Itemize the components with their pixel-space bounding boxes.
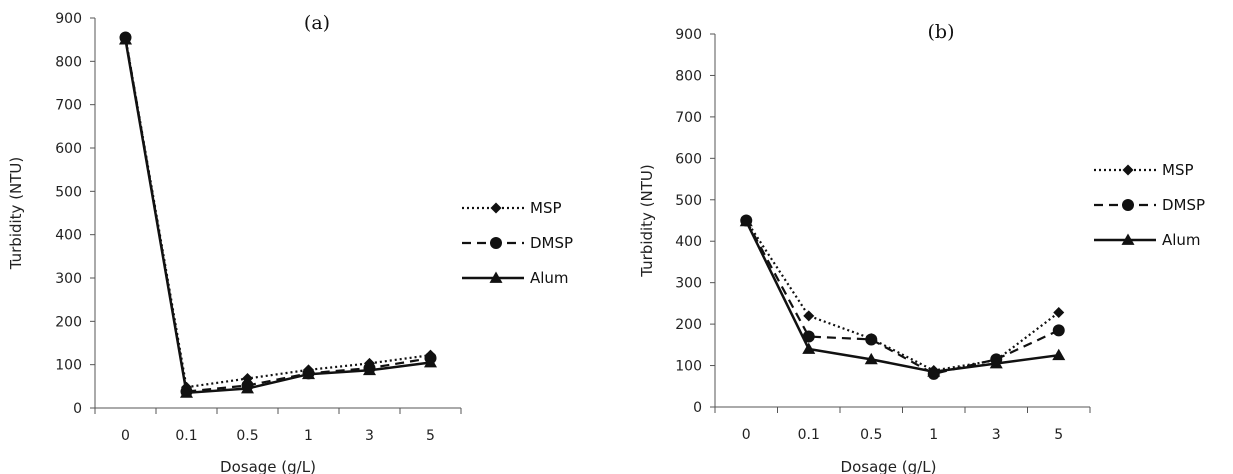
chart-a-y-tick-label: 300	[55, 271, 82, 287]
chart-a-x-tick-label: 3	[365, 428, 374, 444]
chart-b-x-axis-title: Dosage (g/L)	[841, 458, 937, 474]
chart-a-x-tick-label: 5	[426, 428, 435, 444]
chart-b-legend-dmsp-marker	[1122, 199, 1134, 211]
chart-a-series-alum-point	[119, 33, 132, 45]
chart-a-series-dmsp-line	[124, 37, 431, 393]
chart-b-y-tick-label: 700	[675, 110, 702, 126]
chart-b-series-alum-point	[864, 352, 878, 365]
chart-b-series-alum-point	[739, 214, 753, 227]
chart-b-series-dmsp-point	[802, 330, 815, 343]
chart-a-y-tick-label: 600	[55, 141, 82, 157]
chart-a-y-tick-label: 200	[55, 314, 82, 330]
chart-a-series-msp-line	[124, 37, 431, 389]
chart-b-y-tick-label: 800	[675, 68, 702, 84]
chart-b-x-tick-label: 0.1	[798, 427, 820, 443]
chart-a-x-tick-label: 1	[304, 428, 313, 444]
chart-a-legend-msp-label: MSP	[530, 199, 562, 217]
chart-a-legend-msp-marker	[490, 202, 502, 214]
chart-a-x-tick-label: 0	[121, 428, 130, 444]
chart-panel-a: 0 100 200 300 400 500 600 700 800 900 0 0.1 0.5 1 3 5 Do…	[0, 0, 616, 474]
chart-a-y-tick-label: 400	[55, 228, 82, 244]
chart-b-y-tick-label: 900	[675, 27, 702, 43]
chart-a-series-alum-point	[241, 382, 254, 394]
chart-a-y-tick-label: 700	[55, 98, 82, 114]
chart-b-y-tick-label: 300	[675, 276, 702, 292]
chart-b-y-tick-label: 400	[675, 234, 702, 250]
chart-b-series-alum-line	[745, 220, 1059, 374]
chart-b-y-tick-label: 200	[675, 317, 702, 333]
chart-b-series-alum-point	[989, 356, 1003, 369]
chart-a-y-tick-label: 500	[55, 184, 82, 200]
chart-b-legend-dmsp-label: DMSP	[1162, 196, 1205, 214]
chart-a-series-alum-line	[124, 39, 431, 395]
chart-b-x-tick-label: 0.5	[860, 427, 882, 443]
chart-a-y-axis-title: Turbidity (NTU)	[7, 157, 25, 271]
chart-b-series-alum-point	[802, 342, 816, 354]
chart-b-y-tick-label: 100	[675, 359, 702, 375]
chart-a-y-tick-label: 100	[55, 358, 82, 374]
chart-a-legend-dmsp-marker	[490, 237, 502, 249]
chart-b-y-tick-label: 500	[675, 193, 702, 209]
chart-b-x-tick-label: 1	[929, 427, 938, 443]
chart-b-y-tick-label: 0	[693, 400, 702, 416]
chart-b-series-alum-point	[1052, 348, 1066, 361]
chart-a-x-tick-label: 0.5	[236, 428, 258, 444]
chart-b-y-axis-title: Turbidity (NTU)	[638, 164, 656, 278]
chart-a-series-alum-point	[363, 363, 376, 376]
chart-a-series-alum-point	[180, 386, 193, 398]
chart-b-series-msp-point	[803, 310, 815, 322]
chart-b-series-msp-line	[745, 219, 1060, 372]
chart-b-y-tick-label: 600	[675, 151, 702, 167]
chart-b-x-tick-label: 0	[742, 427, 751, 443]
chart-a-y-tick-label: 900	[55, 11, 82, 27]
chart-b-x-tick-label: 3	[992, 427, 1001, 443]
chart-a-series-alum-point	[302, 367, 315, 380]
chart-a-x-axis-title: Dosage (g/L)	[220, 458, 316, 474]
chart-a-svg: 0 100 200 300 400 500 600 700 800 900 0 0.1 0.5 1 3 5 Do…	[7, 11, 573, 474]
chart-panel-b: 0 100 200 300 400 500 600 700 800 900 0 0.1 0.5 1 3 5 Do…	[616, 0, 1233, 474]
chart-a-legend-alum-label: Alum	[530, 269, 569, 287]
chart-a-series-alum-point	[424, 356, 437, 368]
chart-b-panel-title: (b)	[928, 21, 955, 43]
chart-b-series-dmsp-point	[1052, 324, 1065, 337]
chart-b-series-msp-point	[1053, 307, 1065, 319]
chart-a-y-tick-label: 0	[73, 401, 82, 417]
chart-b-legend-msp-marker	[1122, 164, 1134, 176]
chart-b-legend-msp-label: MSP	[1162, 161, 1194, 179]
chart-b-series-dmsp-line	[745, 219, 1060, 376]
chart-a-panel-title: (a)	[304, 12, 330, 34]
chart-b-series-dmsp-point	[865, 333, 878, 346]
chart-b-x-tick-label: 5	[1054, 427, 1063, 443]
chart-b-series-alum-point	[927, 365, 941, 377]
chart-b-legend-alum-label: Alum	[1162, 231, 1201, 249]
chart-a-legend-alum-marker	[489, 271, 503, 283]
chart-b-svg: 0 100 200 300 400 500 600 700 800 900 0 0.1 0.5 1 3 5 Do…	[638, 21, 1205, 474]
chart-a-legend-dmsp-label: DMSP	[530, 234, 573, 252]
chart-b-legend-alum-marker	[1121, 233, 1135, 245]
chart-a-x-tick-label: 0.1	[175, 428, 197, 444]
chart-a-y-tick-label: 800	[55, 54, 82, 70]
